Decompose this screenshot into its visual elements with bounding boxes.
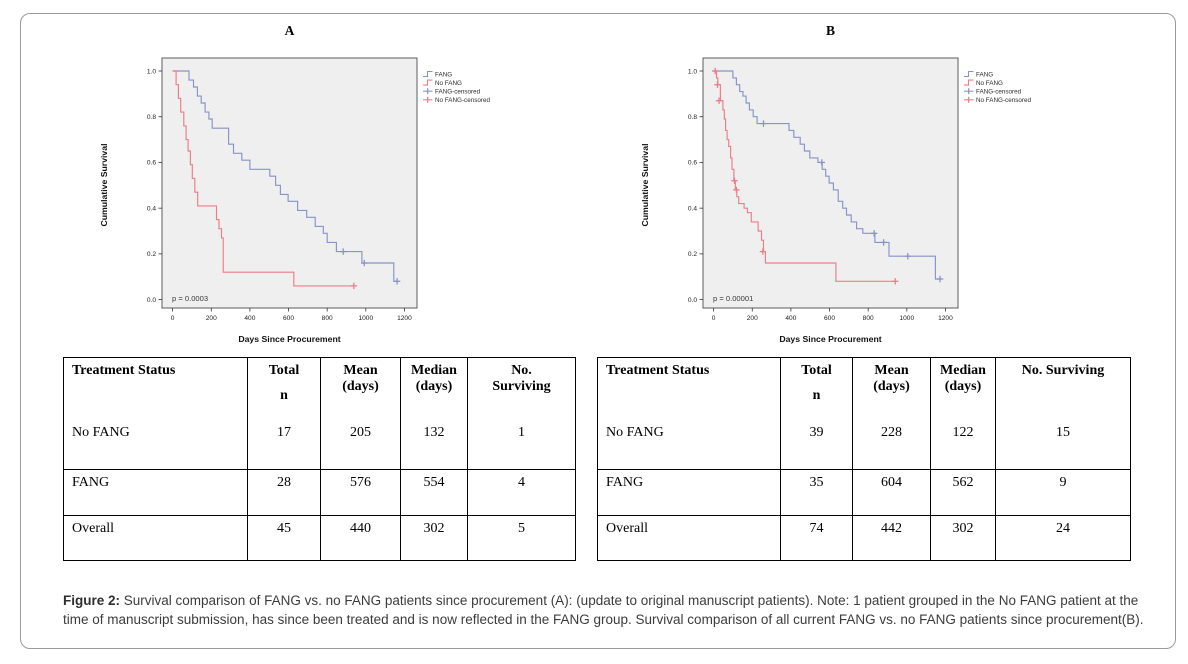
table-row: FANG 35 604 562 9 — [597, 469, 1131, 516]
col-mean-days: Mean (days) — [320, 357, 401, 420]
y-tick-label: 0.6 — [688, 160, 697, 167]
x-tick-label: 600 — [824, 315, 835, 322]
y-tick-label: 0.0 — [688, 297, 697, 304]
y-tick-label: 0.4 — [147, 205, 156, 212]
table-row: FANG 28 576 554 4 — [63, 469, 576, 516]
table-row: No FANG 39 228 122 15 — [597, 419, 1131, 470]
figure-caption-text: Survival comparison of FANG vs. no FANG … — [63, 592, 1144, 627]
km-curve-fang — [713, 70, 942, 280]
x-axis-label: Days Since Procurement — [238, 334, 340, 344]
table-row: Overall 74 442 302 24 — [597, 515, 1131, 561]
km-curve-fang — [172, 70, 399, 282]
x-tick-label: 600 — [283, 315, 294, 322]
y-tick-label: 0.4 — [688, 205, 697, 212]
x-tick-label: 200 — [206, 315, 217, 322]
table-a: Treatment Status Total n Mean (days) Media… — [63, 357, 576, 561]
panel-title: A — [285, 23, 295, 38]
x-tick-label: 200 — [747, 315, 758, 322]
y-tick-label: 0.0 — [147, 297, 156, 304]
p-value-label: p = 0.00001 — [713, 294, 753, 303]
y-tick-label: 0.2 — [688, 251, 697, 258]
x-tick-label: 0 — [171, 315, 175, 322]
y-axis-label: Cumulative Survival — [640, 143, 650, 226]
x-tick-label: 0 — [712, 315, 716, 322]
y-tick-label: 1.0 — [688, 68, 697, 75]
y-tick-label: 0.2 — [147, 251, 156, 258]
y-tick-label: 1.0 — [147, 68, 156, 75]
table-row: No FANG 17 205 132 1 — [63, 419, 576, 470]
x-tick-label: 400 — [244, 315, 255, 322]
col-median-days: Median (days) — [400, 357, 468, 420]
legend-label: FANG-censored — [976, 89, 1022, 96]
col-total-n: Total n — [247, 357, 321, 420]
legend-line-icon — [423, 79, 433, 86]
table-a-header: Treatment Status Total n Mean (days) Media… — [63, 357, 576, 420]
col-treatment-status: Treatment Status — [63, 357, 248, 420]
km-plot-b: 0 200 400 600 800 1000 1200 0.0 0.2 0.4 0.6 0.8 1.0 p… — [640, 23, 1031, 344]
y-tick-label: 0.8 — [147, 114, 156, 121]
legend-label: FANG — [976, 71, 993, 78]
panel-a: 0 200 400 600 800 1000 1200 0.0 0.2 0.4 0.6 0.8 1.0 p… — [32, 18, 592, 358]
legend-line-icon — [964, 70, 974, 78]
x-tick-label: 1000 — [899, 315, 914, 322]
plot-area — [161, 57, 418, 309]
panel-b: 0 200 400 600 800 1000 1200 0.0 0.2 0.4 0.6 0.8 1.0 p… — [573, 18, 1133, 358]
x-tick-label: 1200 — [397, 315, 412, 322]
p-value-label: p = 0.0003 — [172, 294, 208, 303]
km-plot-a: 0 200 400 600 800 1000 1200 0.0 0.2 0.4 0.6 0.8 1.0 p… — [99, 23, 490, 344]
col-no-surviving: No. Surviving — [467, 357, 576, 420]
table-b-header: Treatment Status Total n Mean (days) Media… — [597, 357, 1131, 420]
legend-label: No FANG-censored — [435, 97, 490, 104]
x-tick-label: 1200 — [938, 315, 953, 322]
legend-label: No FANG — [435, 80, 462, 87]
table-row: Overall 45 440 302 5 — [63, 515, 576, 561]
figure-caption-label: Figure 2: — [63, 592, 121, 608]
legend-label: No FANG — [976, 80, 1003, 87]
legend-label: FANG — [435, 71, 452, 78]
x-tick-label: 400 — [785, 315, 796, 322]
col-no-surviving: No. Surviving — [995, 357, 1131, 420]
col-mean-days: Mean (days) — [852, 357, 931, 420]
x-tick-label: 800 — [863, 315, 874, 322]
panel-title: B — [826, 23, 835, 38]
figure-caption: Figure 2: Survival comparison of FANG vs… — [63, 591, 1151, 629]
table-b: Treatment Status Total n Mean (days) Media… — [597, 357, 1131, 561]
x-axis-label: Days Since Procurement — [779, 334, 881, 344]
legend-label: No FANG-censored — [976, 97, 1031, 104]
legend-label: FANG-censored — [435, 89, 481, 96]
col-treatment-status: Treatment Status — [597, 357, 781, 420]
x-tick-label: 800 — [322, 315, 333, 322]
y-tick-label: 0.6 — [147, 160, 156, 167]
km-curve-no-fang — [172, 70, 355, 287]
legend-line-icon — [964, 79, 974, 86]
y-axis-label: Cumulative Survival — [99, 143, 109, 226]
x-tick-label: 1000 — [358, 315, 373, 322]
col-total-n: Total n — [780, 357, 853, 420]
legend-line-icon — [423, 70, 433, 78]
y-tick-label: 0.8 — [688, 114, 697, 121]
col-median-days: Median (days) — [930, 357, 996, 420]
